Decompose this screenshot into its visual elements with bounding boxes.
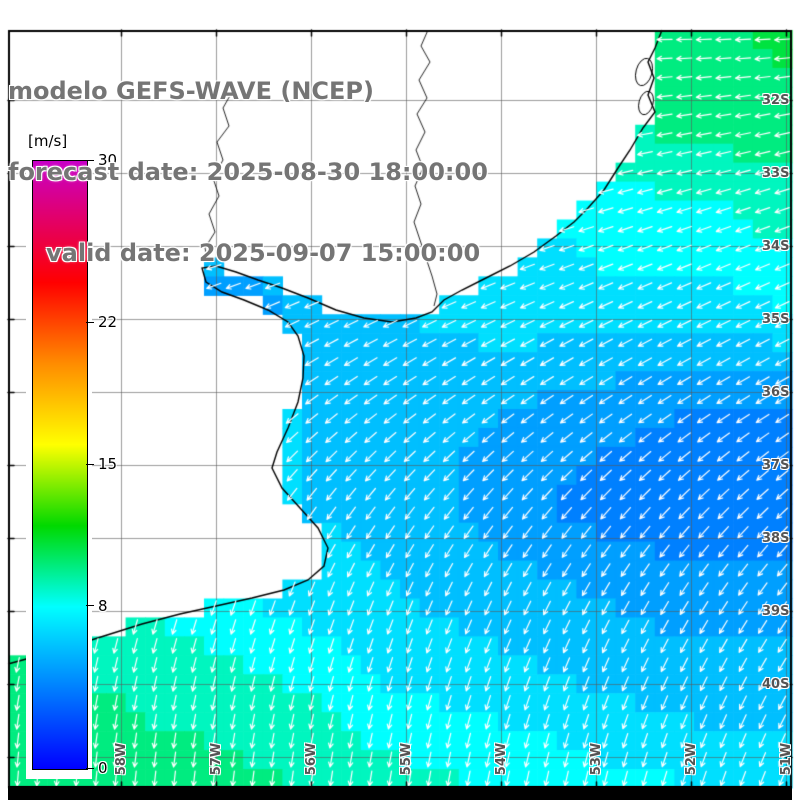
colorbar-tick-label: 30	[98, 151, 118, 169]
plot-title-block: modelo GEFS-WAVE (NCEP) forecast date: 2…	[8, 24, 488, 321]
forecast-date: forecast date: 2025-08-30 18:00:00	[8, 158, 488, 186]
lon-label: 53W	[589, 742, 604, 776]
lon-label: 56W	[304, 742, 319, 776]
colorbar-tick-mark	[86, 463, 94, 465]
colorbar-tick-mark	[86, 605, 94, 607]
lat-label: 39S	[762, 604, 790, 619]
lat-label: 35S	[762, 312, 790, 327]
colorbar	[32, 160, 88, 770]
colorbar-tick-label: 8	[98, 596, 108, 615]
colorbar-tick-label: 22	[98, 313, 118, 332]
lat-label: 37S	[762, 458, 790, 473]
colorbar-tick-mark	[86, 321, 94, 323]
footer-bar	[8, 786, 792, 800]
lon-label: 52W	[684, 742, 699, 776]
lat-label: 32S	[762, 93, 790, 108]
lon-label: 58W	[114, 742, 129, 776]
lon-label: 57W	[209, 742, 224, 776]
colorbar-units-label: [m/s]	[28, 132, 68, 150]
lat-label: 36S	[762, 385, 790, 400]
colorbar-tick-label: 0	[98, 759, 108, 777]
lat-label: 34S	[762, 239, 790, 254]
colorbar-tick-mark	[86, 767, 94, 769]
lat-label: 40S	[762, 677, 790, 692]
colorbar-tick-label: 15	[98, 455, 118, 473]
lat-label: 38S	[762, 531, 790, 546]
lon-label: 51W	[779, 742, 794, 776]
model-title: modelo GEFS-WAVE (NCEP)	[8, 77, 374, 105]
colorbar-tick-mark	[86, 159, 94, 161]
lon-label: 55W	[399, 742, 414, 776]
valid-date: valid date: 2025-09-07 15:00:00	[46, 239, 481, 267]
lon-label: 54W	[494, 742, 509, 776]
lat-label: 33S	[762, 166, 790, 181]
